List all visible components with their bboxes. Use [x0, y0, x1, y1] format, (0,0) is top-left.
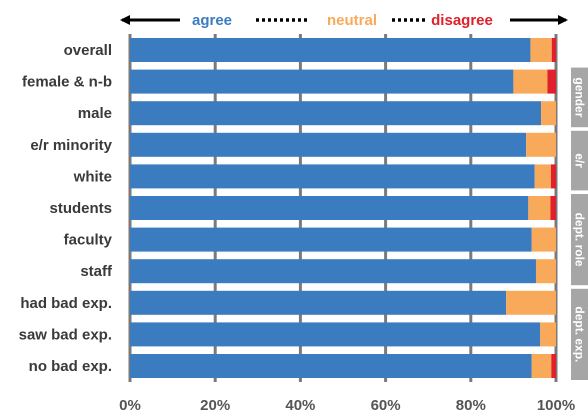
category-label: had bad exp. [20, 295, 112, 312]
category-label: saw bad exp. [19, 326, 112, 343]
x-axis-ticks: 0% 20% 40% 60% 80% 100% [119, 397, 575, 414]
group-labels: gender e/r dept. role dept. exp. [571, 67, 588, 380]
bar-neutral [541, 101, 556, 126]
category-label: faculty [64, 232, 113, 249]
bar-neutral [506, 290, 556, 315]
legend: agree neutral disagree [120, 12, 568, 29]
group-label: dept. role [573, 213, 587, 267]
bar-agree [130, 132, 527, 157]
bar-neutral [531, 227, 556, 252]
bar-agree [130, 227, 532, 252]
group-label: e/r [573, 153, 587, 168]
group-label: gender [573, 77, 587, 117]
bars [130, 38, 556, 378]
legend-label-disagree: disagree [431, 12, 493, 29]
group-box [571, 288, 588, 380]
category-label: white [73, 168, 112, 185]
bar-agree [130, 38, 531, 62]
bar-disagree [551, 354, 556, 378]
bar-neutral [530, 38, 552, 62]
bar-neutral [535, 259, 556, 284]
bar-neutral [534, 164, 551, 189]
category-label: staff [80, 263, 113, 280]
bar-neutral [531, 354, 552, 378]
bar-agree [130, 354, 532, 378]
legend-label-agree: agree [192, 12, 232, 29]
bar-agree [130, 196, 529, 220]
x-tick-label: 100% [537, 397, 575, 414]
legend-label-neutral: neutral [327, 12, 377, 29]
group-box [571, 130, 588, 191]
bar-agree [130, 259, 536, 284]
category-label: no bad exp. [29, 358, 112, 375]
category-label: overall [64, 42, 112, 59]
category-label: students [49, 200, 112, 217]
category-label: e/r minority [30, 137, 112, 154]
bar-neutral [528, 196, 551, 220]
bar-disagree [551, 38, 556, 62]
x-tick-label: 0% [119, 397, 141, 414]
bar-agree [130, 290, 507, 315]
group-box [571, 67, 588, 128]
bar-agree [130, 69, 514, 94]
bar-neutral [513, 69, 548, 94]
x-tick-label: 40% [285, 397, 315, 414]
category-labels: overall female & n-b male e/r minority white… [19, 42, 113, 375]
x-tick-label: 20% [200, 397, 230, 414]
bar-disagree [550, 196, 556, 220]
bar-agree [130, 164, 535, 189]
bar-disagree [547, 69, 556, 94]
group-box [571, 194, 588, 286]
x-tick-label: 80% [456, 397, 486, 414]
bar-agree [130, 101, 542, 126]
bar-disagree [550, 164, 556, 189]
x-tick-label: 60% [371, 397, 401, 414]
group-label: dept. exp. [573, 306, 587, 362]
bar-neutral [540, 322, 556, 347]
bar-agree [130, 322, 541, 347]
category-label: male [78, 105, 112, 122]
bar-neutral [526, 132, 556, 157]
category-label: female & n-b [22, 74, 112, 91]
